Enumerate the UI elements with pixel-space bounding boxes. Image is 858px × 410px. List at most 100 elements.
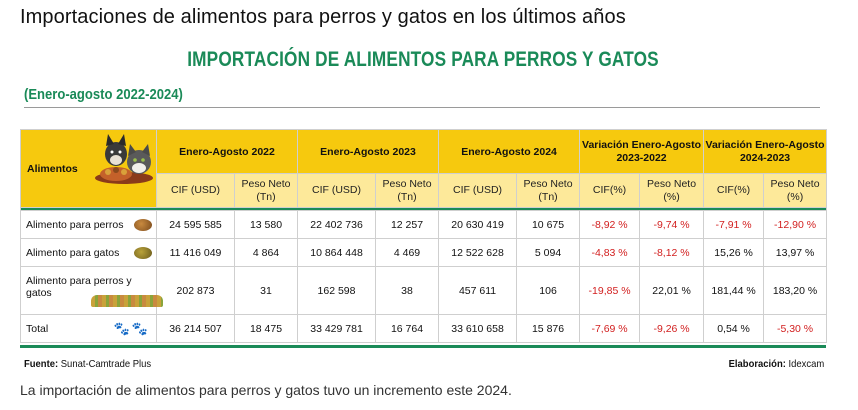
elaboracion-value: Idexcam [788, 358, 824, 370]
subheader-peso-line2: (Tn) [538, 190, 558, 203]
kibble-icon [134, 246, 152, 259]
subheader-peso-pct-24-23: Peso Neto (%) [763, 173, 828, 208]
cell-peso-2022: 18 475 [233, 314, 299, 343]
cell-cif-var-24-23: -7,91 % [703, 210, 765, 239]
source-value: Sunat-Camtrade Plus [60, 358, 152, 370]
subheader-peso-pct-line2: (%) [786, 190, 804, 203]
cell-peso-var-24-23: 183,20 % [763, 266, 828, 315]
cell-cif-2023: 10 864 448 [297, 238, 377, 267]
table-row: Alimento para perros y gatos 202 873 31 … [20, 266, 828, 315]
subheader-peso-pct-line2: (%) [663, 190, 680, 203]
cell-peso-2022: 4 864 [233, 238, 299, 267]
subheader-cif-2023: CIF (USD) [297, 173, 377, 208]
header-var-2023-2022-line1: Variación Enero-Agosto [582, 138, 702, 151]
source-note: Fuente: Sunat-Camtrade Plus [24, 358, 151, 370]
cell-peso-var-23-22: 22,01 % [639, 266, 705, 315]
cell-cif-var-24-23: 0,54 % [703, 314, 765, 343]
row-label-text: Alimento para gatos [26, 246, 120, 259]
table-bottom-rule [20, 345, 826, 348]
title-divider [24, 107, 820, 108]
subheader-peso-pct-line1: Peso Neto [770, 177, 820, 190]
header-2023: Enero-Agosto 2023 [297, 129, 440, 174]
row-label: Alimento para perros [20, 210, 157, 239]
subheader-peso-line1: Peso Neto [241, 177, 291, 190]
row-label: Alimento para gatos [20, 238, 157, 267]
subheader-cif-2024: CIF (USD) [438, 173, 518, 208]
kibble-icon [134, 218, 152, 231]
cell-cif-2022: 36 214 507 [156, 314, 235, 343]
infographic-title: IMPORTACIÓN DE ALIMENTOS PARA PERROS Y G… [187, 48, 659, 71]
elaboracion-note: Elaboración: Idexcam [728, 358, 824, 370]
cell-peso-var-23-22: -8,12 % [639, 238, 705, 267]
cell-peso-2023: 38 [375, 266, 440, 315]
cell-cif-2022: 11 416 049 [156, 238, 235, 267]
cell-peso-2022: 13 580 [233, 210, 299, 239]
cell-peso-2024: 5 094 [516, 238, 581, 267]
header-var-2024-2023-line1: Variación Enero-Agosto [705, 138, 825, 151]
cell-cif-var-23-22: -7,69 % [579, 314, 641, 343]
cell-peso-2024: 106 [516, 266, 581, 315]
cell-cif-2024: 33 610 658 [438, 314, 518, 343]
cell-cif-var-23-22: -19,85 % [579, 266, 641, 315]
header-alimentos: Alimentos [20, 129, 157, 208]
header-var-2024-2023: Variación Enero-Agosto 2024-2023 [703, 129, 828, 174]
cell-peso-2023: 12 257 [375, 210, 440, 239]
elaboracion-label: Elaboración: [728, 358, 786, 370]
subheader-cif-pct-24-23: CIF(%) [703, 173, 765, 208]
imports-table: Alimentos Enero-Ag [19, 129, 828, 343]
cell-cif-2024: 12 522 628 [438, 238, 518, 267]
kibble-icon [91, 295, 163, 307]
cell-cif-2022: 24 595 585 [156, 210, 235, 239]
cell-cif-2022: 202 873 [156, 266, 235, 315]
subheader-peso-line1: Peso Neto [382, 177, 432, 190]
image-caption: La importación de alimentos para perros … [20, 382, 512, 398]
header-2022: Enero-Agosto 2022 [155, 129, 299, 174]
page-heading: Importaciones de alimentos para perros y… [20, 6, 626, 28]
source-label: Fuente: [24, 358, 59, 370]
row-label-text: Alimento para perros [26, 218, 124, 231]
cell-cif-2023: 33 429 781 [297, 314, 377, 343]
paw-prints-icon: 🐾🐾 [113, 320, 150, 336]
row-label-line2: gatos [26, 287, 52, 299]
subheader-peso-line2: (Tn) [256, 190, 276, 203]
import-infographic: IMPORTACIÓN DE ALIMENTOS PARA PERROS Y G… [19, 42, 828, 374]
cell-cif-2024: 20 630 419 [438, 210, 518, 239]
cell-peso-2024: 10 675 [516, 210, 581, 239]
cell-peso-var-24-23: -5,30 % [763, 314, 828, 343]
header-var-2023-2022-line2: 2023-2022 [616, 151, 667, 164]
row-label-text: Total [26, 322, 49, 335]
cell-peso-2022: 31 [233, 266, 299, 315]
row-label: Total 🐾🐾 [20, 314, 157, 343]
cell-peso-var-23-22: -9,74 % [639, 210, 705, 239]
cell-peso-var-23-22: -9,26 % [639, 314, 705, 343]
subheader-peso-pct-line1: Peso Neto [647, 177, 697, 190]
cell-cif-2023: 162 598 [297, 266, 377, 315]
subheader-cif-pct-23-22: CIF(%) [579, 173, 641, 208]
subheader-peso-2024: Peso Neto (Tn) [516, 173, 581, 208]
row-label-line1: Alimento para perros y [26, 275, 132, 287]
row-label: Alimento para perros y gatos [20, 266, 163, 315]
table-row: Alimento para perros 24 595 585 13 580 2… [20, 210, 828, 239]
cell-peso-2023: 4 469 [375, 238, 440, 267]
header-alimentos-label: Alimentos [27, 162, 78, 175]
cell-cif-2024: 457 611 [438, 266, 518, 315]
cell-cif-var-23-22: -4,83 % [579, 238, 641, 267]
subheader-peso-line1: Peso Neto [523, 177, 573, 190]
table-row-total: Total 🐾🐾 36 214 507 18 475 33 429 781 16 … [20, 314, 828, 343]
table-row: Alimento para gatos 11 416 049 4 864 10 … [20, 238, 828, 267]
subheader-cif-2022: CIF (USD) [156, 173, 235, 208]
cell-peso-2023: 16 764 [375, 314, 440, 343]
cell-peso-2024: 15 876 [516, 314, 581, 343]
header-var-2024-2023-line2: 2024-2023 [739, 151, 791, 164]
subheader-peso-2023: Peso Neto (Tn) [375, 173, 440, 208]
cell-cif-2023: 22 402 736 [297, 210, 377, 239]
header-var-2023-2022: Variación Enero-Agosto 2023-2022 [579, 129, 705, 174]
cell-cif-var-24-23: 181,44 % [703, 266, 765, 315]
header-2024: Enero-Agosto 2024 [438, 129, 581, 174]
infographic-subtitle: (Enero-agosto 2022-2024) [24, 87, 183, 103]
cell-cif-var-24-23: 15,26 % [703, 238, 765, 267]
subheader-peso-line2: (Tn) [397, 190, 417, 203]
cell-cif-var-23-22: -8,92 % [579, 210, 641, 239]
subheader-peso-pct-23-22: Peso Neto (%) [639, 173, 705, 208]
cell-peso-var-24-23: 13,97 % [763, 238, 828, 267]
